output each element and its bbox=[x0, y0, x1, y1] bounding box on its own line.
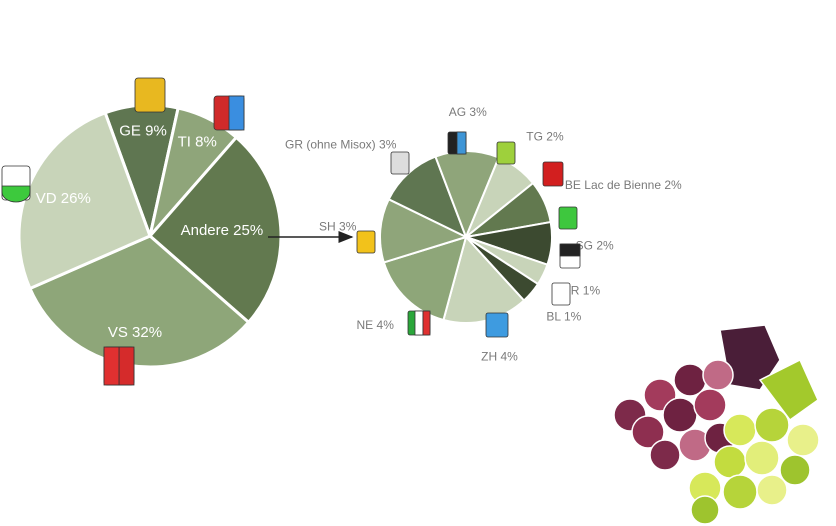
slice-label: TI 8% bbox=[178, 133, 217, 150]
category-name: BE Lac de Bienne bbox=[565, 178, 661, 192]
value-label: 4% bbox=[377, 318, 395, 332]
slice-label: GE 9% bbox=[119, 122, 167, 139]
value-label: 1% bbox=[583, 284, 601, 298]
category-name: TI bbox=[178, 133, 191, 150]
category-name: SH bbox=[319, 220, 336, 234]
category-name: GR (ohne Misox) bbox=[285, 138, 376, 152]
value-label: 4% bbox=[501, 350, 519, 364]
slice-label: AG 3% bbox=[449, 105, 487, 119]
value-label: 2% bbox=[596, 239, 614, 253]
slice-label: BL 1% bbox=[546, 310, 581, 324]
slice-label: VS 32% bbox=[108, 324, 162, 341]
category-name: ZH bbox=[481, 350, 497, 364]
value-label: 1% bbox=[564, 310, 582, 324]
value-label: 2% bbox=[664, 178, 682, 192]
slice-label: Andere 25% bbox=[181, 222, 264, 239]
pies: GE 9% TI 8% Andere 25% VS 32% VD 26% GR (ohne… bbox=[17, 103, 682, 369]
value-label: 32% bbox=[132, 324, 162, 341]
category-name: GE bbox=[119, 122, 141, 139]
slice-label: VD 26% bbox=[36, 190, 91, 207]
slice-label: GR (ohne Misox) 3% bbox=[285, 138, 397, 152]
value-label: 3% bbox=[339, 220, 357, 234]
pie-slice bbox=[147, 135, 283, 325]
category-name: VD bbox=[36, 190, 57, 207]
slice-label: SG 2% bbox=[576, 239, 614, 253]
value-label: 3% bbox=[379, 138, 397, 152]
value-label: 25% bbox=[233, 222, 263, 239]
pie-slice bbox=[379, 197, 469, 264]
value-label: 9% bbox=[145, 122, 167, 139]
category-name: NE bbox=[357, 318, 374, 332]
value-label: 26% bbox=[61, 190, 91, 207]
value-label: 2% bbox=[546, 130, 564, 144]
slice-label: SH 3% bbox=[319, 220, 357, 234]
slice-label: TG 2% bbox=[526, 130, 564, 144]
pie-slice bbox=[382, 235, 468, 322]
category-name: Andere bbox=[181, 222, 229, 239]
category-name: VS bbox=[108, 324, 128, 341]
flags bbox=[1, 77, 581, 386]
slice-label: NE 4% bbox=[357, 318, 395, 332]
slice-label: BE Lac de Bienne 2% bbox=[565, 178, 682, 192]
value-label: 3% bbox=[469, 105, 487, 119]
category-name: TG bbox=[526, 130, 543, 144]
slice-label: ZH 4% bbox=[481, 350, 518, 364]
category-name: AG bbox=[449, 105, 466, 119]
grapes bbox=[613, 324, 820, 525]
category-name: BL bbox=[546, 310, 561, 324]
value-label: 8% bbox=[195, 133, 217, 150]
